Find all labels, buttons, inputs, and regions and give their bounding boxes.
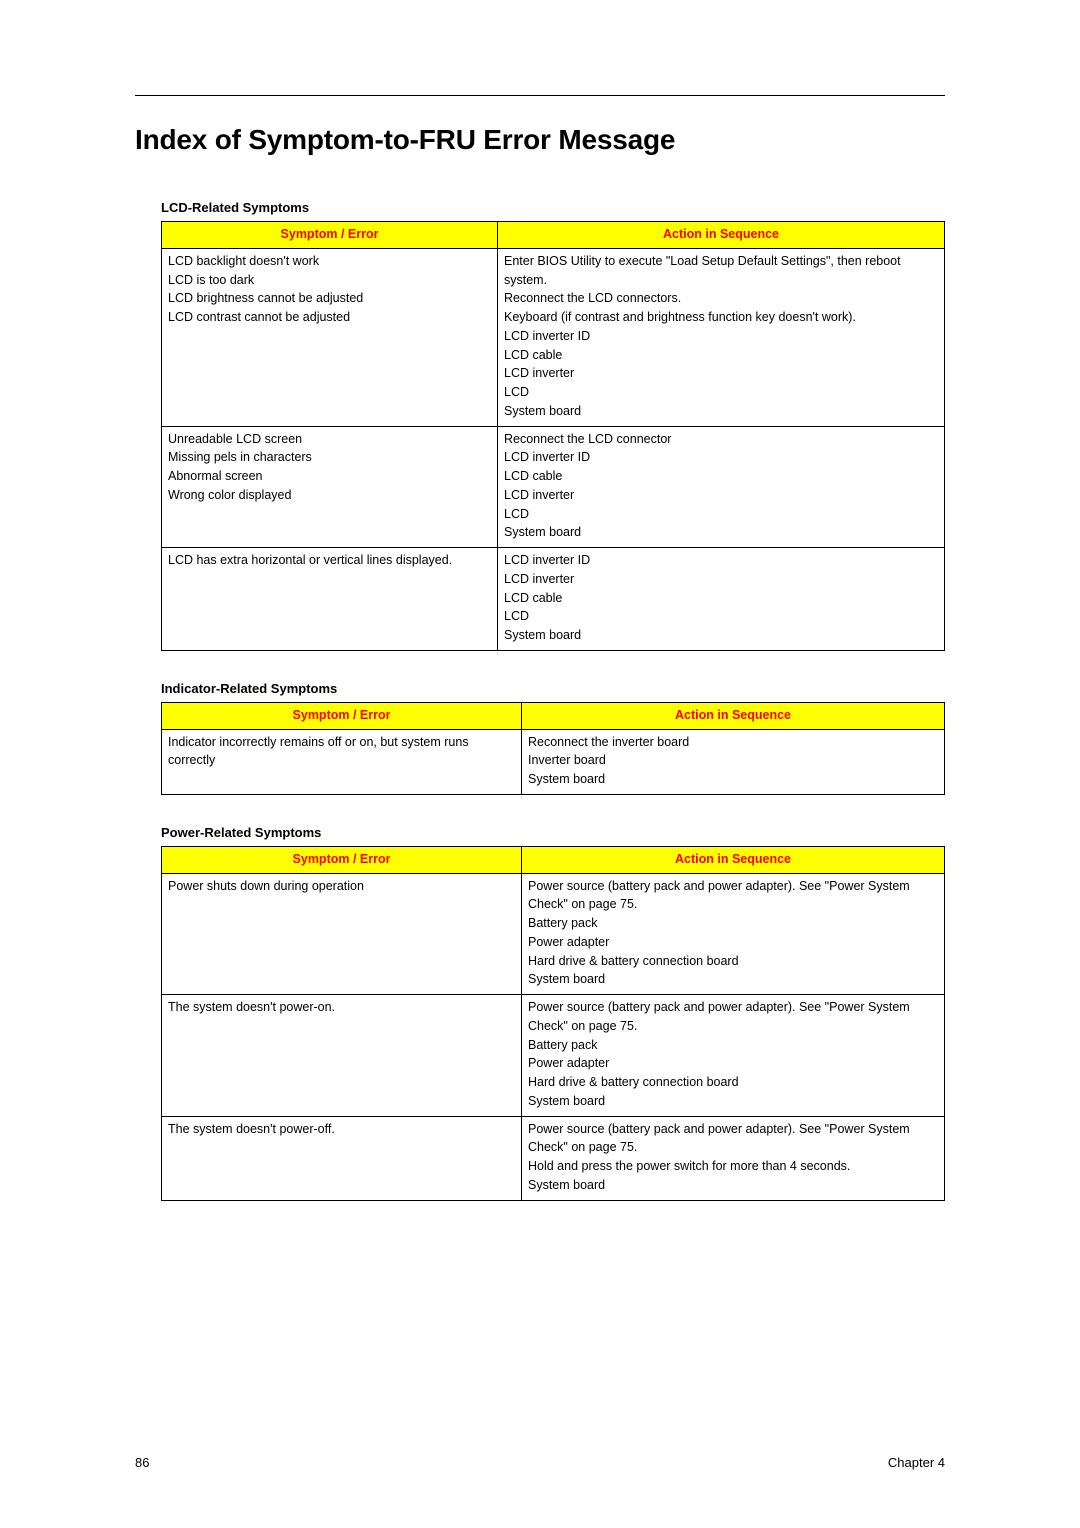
page-number: 86 (135, 1455, 149, 1470)
col-header-symptom: Symptom / Error (162, 702, 522, 729)
symptom-line: Missing pels in characters (168, 448, 491, 467)
symptom-line: Power shuts down during operation (168, 877, 515, 896)
symptom-cell: The system doesn't power-off. (162, 1116, 522, 1200)
action-line: System board (504, 402, 938, 421)
action-line: System board (504, 626, 938, 645)
action-line: Power adapter (528, 1054, 938, 1073)
action-line: Power adapter (528, 933, 938, 952)
action-cell: Power source (battery pack and power ada… (522, 873, 945, 995)
action-line: Reconnect the LCD connector (504, 430, 938, 449)
table-block: Symptom / ErrorAction in SequencePower s… (161, 846, 945, 1201)
chapter-label: Chapter 4 (888, 1455, 945, 1470)
symptom-line: The system doesn't power-off. (168, 1120, 515, 1139)
action-line: Battery pack (528, 914, 938, 933)
table-row: LCD has extra horizontal or vertical lin… (162, 548, 945, 651)
action-line: System board (528, 1176, 938, 1195)
action-cell: Reconnect the LCD connectorLCD inverter … (498, 426, 945, 548)
action-line: Keyboard (if contrast and brightness fun… (504, 308, 938, 327)
symptom-line: LCD has extra horizontal or vertical lin… (168, 551, 491, 570)
action-line: LCD inverter (504, 486, 938, 505)
action-line: LCD cable (504, 346, 938, 365)
symptom-line: LCD backlight doesn't work (168, 252, 491, 271)
symptom-cell: LCD has extra horizontal or vertical lin… (162, 548, 498, 651)
action-line: Power source (battery pack and power ada… (528, 998, 938, 1036)
symptom-line: LCD is too dark (168, 271, 491, 290)
action-line: Power source (battery pack and power ada… (528, 877, 938, 915)
action-line: LCD inverter ID (504, 327, 938, 346)
action-line: LCD cable (504, 589, 938, 608)
symptom-table: Symptom / ErrorAction in Sequence Indicat… (161, 702, 945, 795)
symptom-line: Indicator incorrectly remains off or on,… (168, 733, 515, 771)
document-page: Index of Symptom-to-FRU Error Message LC… (0, 0, 1080, 1528)
action-line: System board (528, 770, 938, 789)
symptom-cell: LCD backlight doesn't workLCD is too dar… (162, 248, 498, 426)
symptom-line: The system doesn't power-on. (168, 998, 515, 1017)
table-row: The system doesn't power-off. Power sourc… (162, 1116, 945, 1200)
action-line: System board (528, 1092, 938, 1111)
action-cell: Reconnect the inverter boardInverter boa… (522, 729, 945, 794)
action-line: Battery pack (528, 1036, 938, 1055)
symptom-line: Wrong color displayed (168, 486, 491, 505)
action-line: Hold and press the power switch for more… (528, 1157, 938, 1176)
action-line: Reconnect the inverter board (528, 733, 938, 752)
section-title: Indicator-Related Symptoms (161, 681, 945, 696)
action-cell: Power source (battery pack and power ada… (522, 1116, 945, 1200)
symptom-line: LCD brightness cannot be adjusted (168, 289, 491, 308)
action-line: LCD inverter (504, 570, 938, 589)
table-row: The system doesn't power-on. Power source… (162, 995, 945, 1117)
action-line: LCD inverter ID (504, 551, 938, 570)
action-line: LCD (504, 607, 938, 626)
symptom-line: Abnormal screen (168, 467, 491, 486)
symptom-cell: Indicator incorrectly remains off or on,… (162, 729, 522, 794)
section-title: Power-Related Symptoms (161, 825, 945, 840)
header-rule (135, 95, 945, 96)
action-line: System board (504, 523, 938, 542)
col-header-action: Action in Sequence (522, 846, 945, 873)
page-footer: 86 Chapter 4 (135, 1455, 945, 1470)
page-title: Index of Symptom-to-FRU Error Message (135, 124, 945, 156)
action-cell: LCD inverter IDLCD inverterLCD cableLCDS… (498, 548, 945, 651)
action-line: LCD inverter (504, 364, 938, 383)
action-line: Hard drive & battery connection board (528, 952, 938, 971)
table-block: Symptom / ErrorAction in SequenceLCD bac… (161, 221, 945, 651)
symptom-table: Symptom / ErrorAction in SequencePower s… (161, 846, 945, 1201)
action-cell: Enter BIOS Utility to execute "Load Setu… (498, 248, 945, 426)
table-row: Unreadable LCD screenMissing pels in cha… (162, 426, 945, 548)
col-header-symptom: Symptom / Error (162, 222, 498, 249)
table-block: Symptom / ErrorAction in Sequence Indicat… (161, 702, 945, 795)
action-line: System board (528, 970, 938, 989)
symptom-line: LCD contrast cannot be adjusted (168, 308, 491, 327)
action-line: Enter BIOS Utility to execute "Load Setu… (504, 252, 938, 290)
action-line: Power source (battery pack and power ada… (528, 1120, 938, 1158)
symptom-line: Unreadable LCD screen (168, 430, 491, 449)
symptom-cell: Unreadable LCD screenMissing pels in cha… (162, 426, 498, 548)
symptom-cell: Power shuts down during operation (162, 873, 522, 995)
symptom-table: Symptom / ErrorAction in SequenceLCD bac… (161, 221, 945, 651)
action-line: Reconnect the LCD connectors. (504, 289, 938, 308)
col-header-action: Action in Sequence (498, 222, 945, 249)
table-row: LCD backlight doesn't workLCD is too dar… (162, 248, 945, 426)
action-line: Inverter board (528, 751, 938, 770)
table-row: Indicator incorrectly remains off or on,… (162, 729, 945, 794)
tables-container: LCD-Related SymptomsSymptom / ErrorActio… (135, 200, 945, 1201)
action-line: LCD (504, 383, 938, 402)
action-line: Hard drive & battery connection board (528, 1073, 938, 1092)
section-title: LCD-Related Symptoms (161, 200, 945, 215)
action-line: LCD inverter ID (504, 448, 938, 467)
action-line: LCD cable (504, 467, 938, 486)
col-header-symptom: Symptom / Error (162, 846, 522, 873)
symptom-cell: The system doesn't power-on. (162, 995, 522, 1117)
action-line: LCD (504, 505, 938, 524)
col-header-action: Action in Sequence (522, 702, 945, 729)
action-cell: Power source (battery pack and power ada… (522, 995, 945, 1117)
table-row: Power shuts down during operation Power s… (162, 873, 945, 995)
